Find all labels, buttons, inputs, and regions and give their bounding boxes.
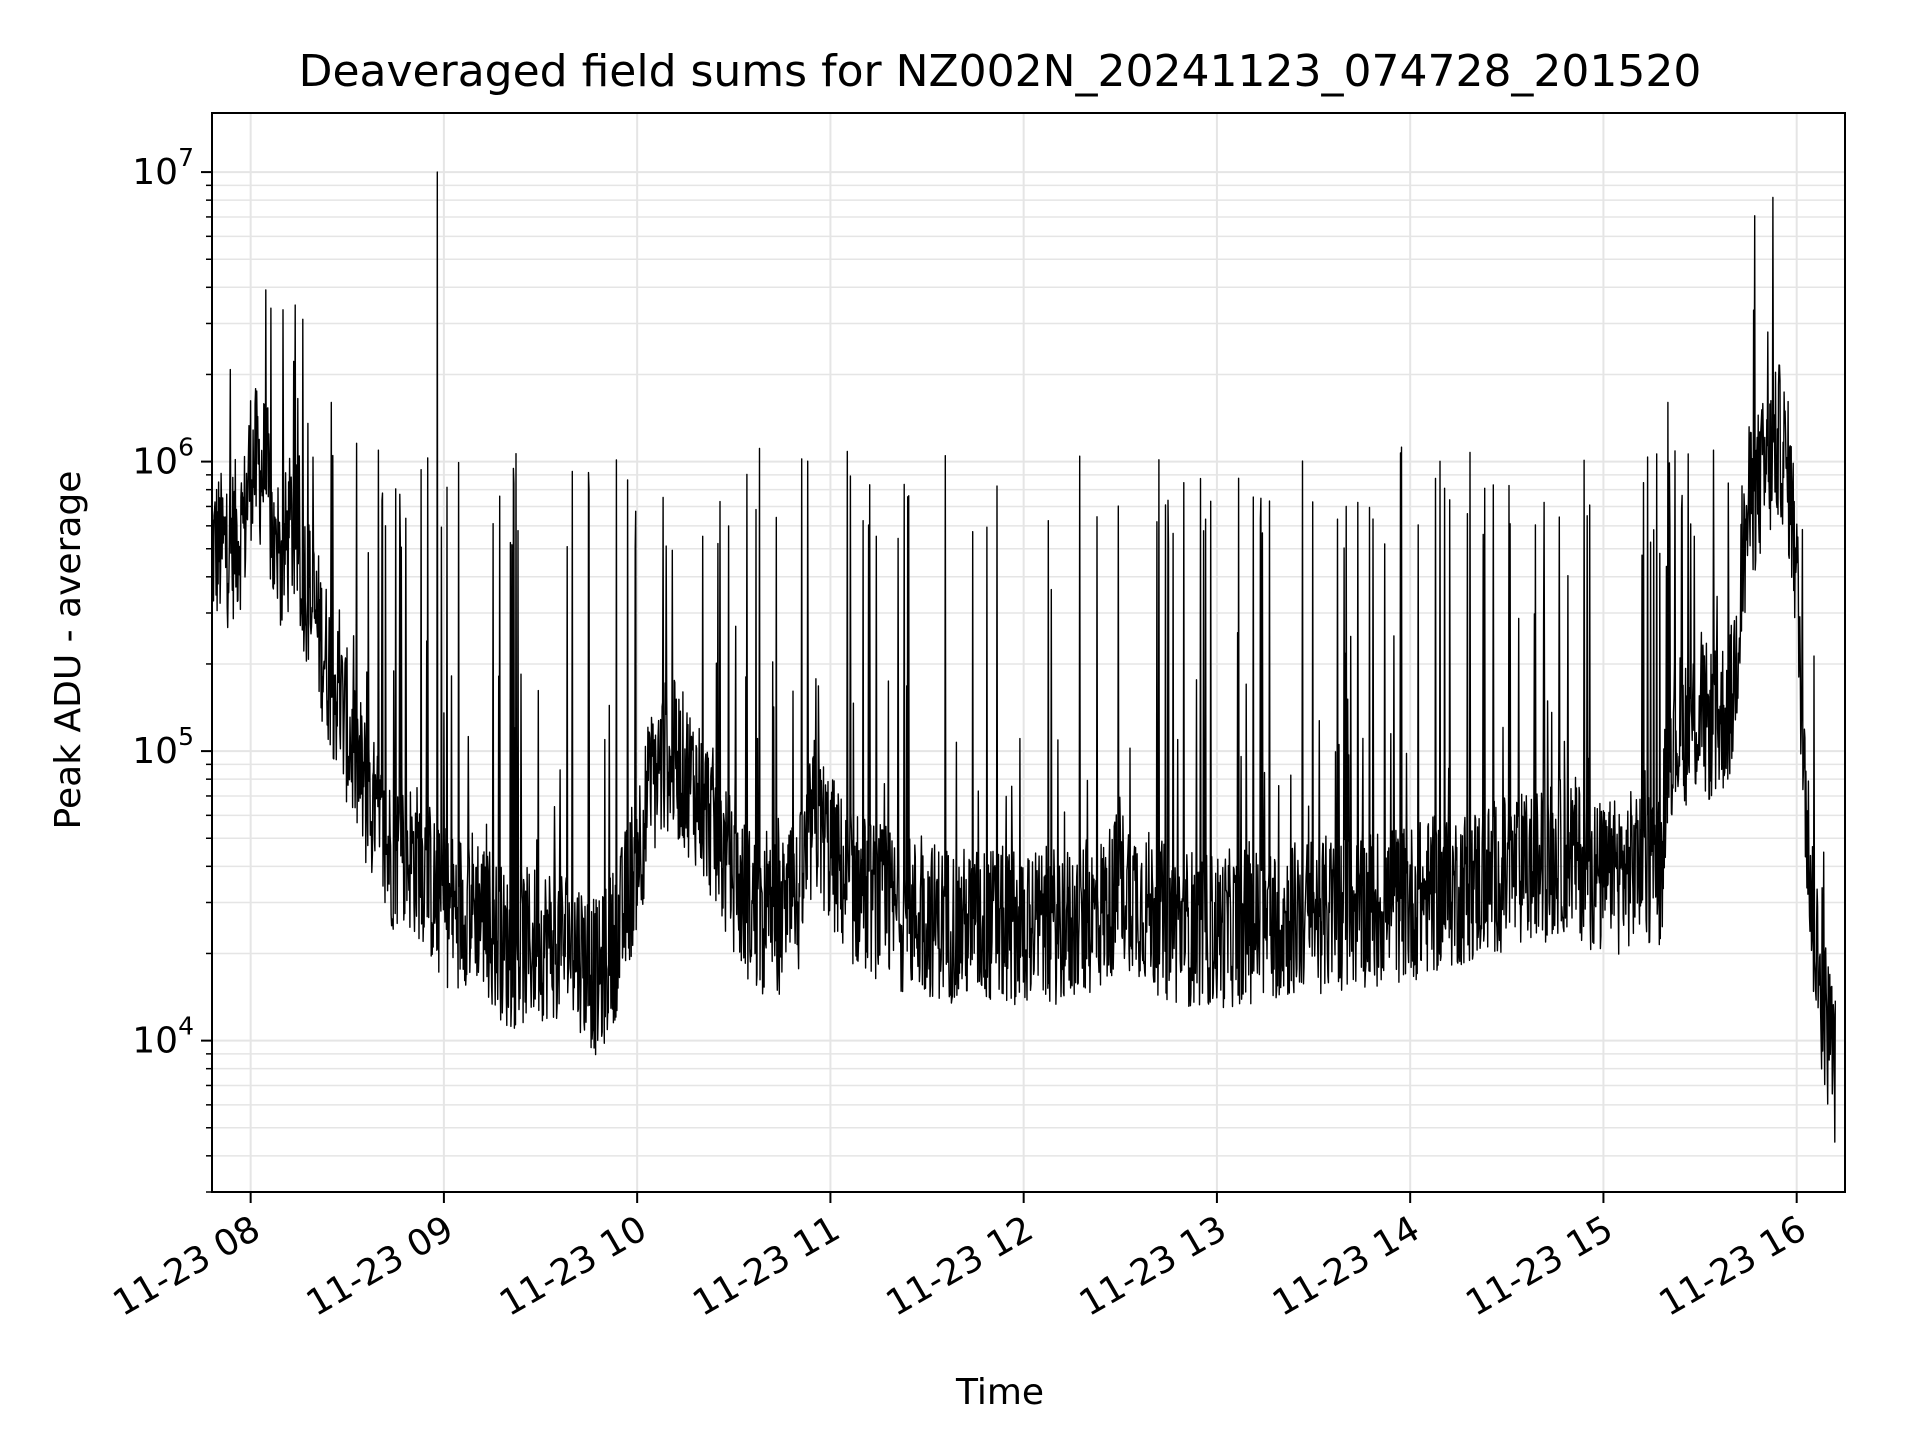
series-line-layer [211,171,1836,1143]
plot-area-frame [211,112,1846,1193]
x-axis-label: Time [955,1372,1044,1413]
y-axis-label: Peak ADU - average [48,471,89,830]
grid [212,113,1845,1193]
chart-title: Deaveraged field sums for NZ002N_2024112… [299,46,1702,97]
y-tick-label: 106 [132,433,194,483]
series-line [211,171,1836,1143]
